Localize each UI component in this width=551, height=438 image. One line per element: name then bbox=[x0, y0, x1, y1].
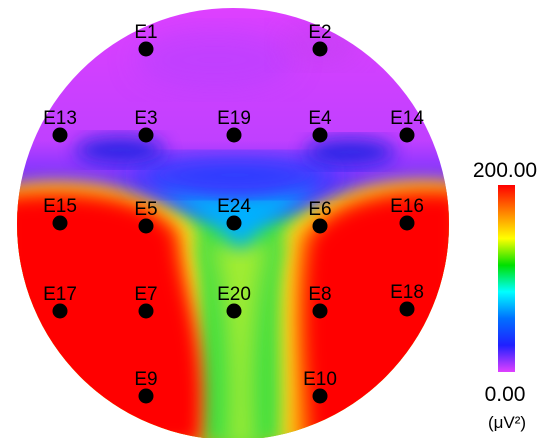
electrode-label: E16 bbox=[390, 196, 424, 217]
electrode-label: E6 bbox=[308, 199, 331, 220]
electrode-label: E3 bbox=[134, 108, 157, 129]
electrode-e15: E15 bbox=[43, 196, 77, 231]
electrode-marker bbox=[399, 127, 415, 143]
electrode-marker bbox=[399, 301, 415, 317]
electrode-e14: E14 bbox=[390, 108, 424, 143]
colorbar-max-label: 200.00 bbox=[473, 159, 537, 182]
electrode-marker bbox=[138, 218, 154, 234]
electrode-label: E15 bbox=[43, 196, 77, 217]
electrode-e18: E18 bbox=[390, 282, 424, 317]
electrode-label: E19 bbox=[217, 108, 251, 129]
electrode-label: E14 bbox=[390, 108, 424, 129]
electrode-e9: E9 bbox=[134, 369, 158, 404]
electrode-e6: E6 bbox=[308, 199, 332, 234]
electrode-marker bbox=[312, 303, 328, 319]
electrode-marker bbox=[138, 388, 154, 404]
electrode-e2: E2 bbox=[308, 22, 332, 57]
electrode-e13: E13 bbox=[43, 108, 77, 143]
electrode-label: E5 bbox=[134, 199, 157, 220]
electrode-marker bbox=[312, 388, 328, 404]
electrode-e19: E19 bbox=[217, 108, 251, 143]
electrode-marker bbox=[226, 303, 242, 319]
electrode-e10: E10 bbox=[303, 369, 337, 404]
electrode-marker bbox=[226, 127, 242, 143]
electrode-label: E2 bbox=[308, 22, 331, 43]
electrode-label: E1 bbox=[134, 22, 157, 43]
electrode-marker bbox=[312, 41, 328, 57]
electrode-e16: E16 bbox=[390, 196, 424, 231]
electrode-label: E24 bbox=[217, 196, 251, 217]
electrode-marker bbox=[138, 303, 154, 319]
electrode-e7: E7 bbox=[134, 284, 158, 319]
electrode-label: E8 bbox=[308, 284, 331, 305]
electrode-e8: E8 bbox=[308, 284, 332, 319]
electrode-marker bbox=[312, 127, 328, 143]
electrode-label: E13 bbox=[43, 108, 77, 129]
electrode-label: E17 bbox=[43, 284, 77, 305]
colorbar: 200.00 0.00 (μV²) bbox=[473, 159, 537, 432]
electrode-marker bbox=[52, 303, 68, 319]
electrode-label: E9 bbox=[134, 369, 157, 390]
colorbar-unit-label: (μV²) bbox=[488, 413, 526, 432]
electrode-e3: E3 bbox=[134, 108, 158, 143]
electrode-layer: E1 E2 E13 E3 E19 E4 E14 E15 E5 E24 E6 E16 E17 E7 E20 E8… bbox=[43, 22, 424, 404]
electrode-marker bbox=[52, 127, 68, 143]
electrode-marker bbox=[399, 215, 415, 231]
colorbar-scale bbox=[498, 185, 515, 372]
electrode-e24: E24 bbox=[217, 196, 251, 231]
electrode-e1: E1 bbox=[134, 22, 158, 57]
electrode-marker bbox=[52, 215, 68, 231]
electrode-marker bbox=[138, 41, 154, 57]
electrode-label: E7 bbox=[134, 284, 157, 305]
electrode-e17: E17 bbox=[43, 284, 77, 319]
electrode-marker bbox=[138, 127, 154, 143]
electrode-label: E20 bbox=[217, 284, 251, 305]
electrode-e4: E4 bbox=[308, 108, 332, 143]
electrode-label: E18 bbox=[390, 282, 424, 303]
electrode-label: E10 bbox=[303, 369, 337, 390]
electrode-e20: E20 bbox=[217, 284, 251, 319]
electrode-e5: E5 bbox=[134, 199, 158, 234]
electrode-label: E4 bbox=[308, 108, 332, 129]
electrode-marker bbox=[312, 218, 328, 234]
electrode-marker bbox=[226, 215, 242, 231]
colorbar-min-label: 0.00 bbox=[485, 383, 526, 406]
